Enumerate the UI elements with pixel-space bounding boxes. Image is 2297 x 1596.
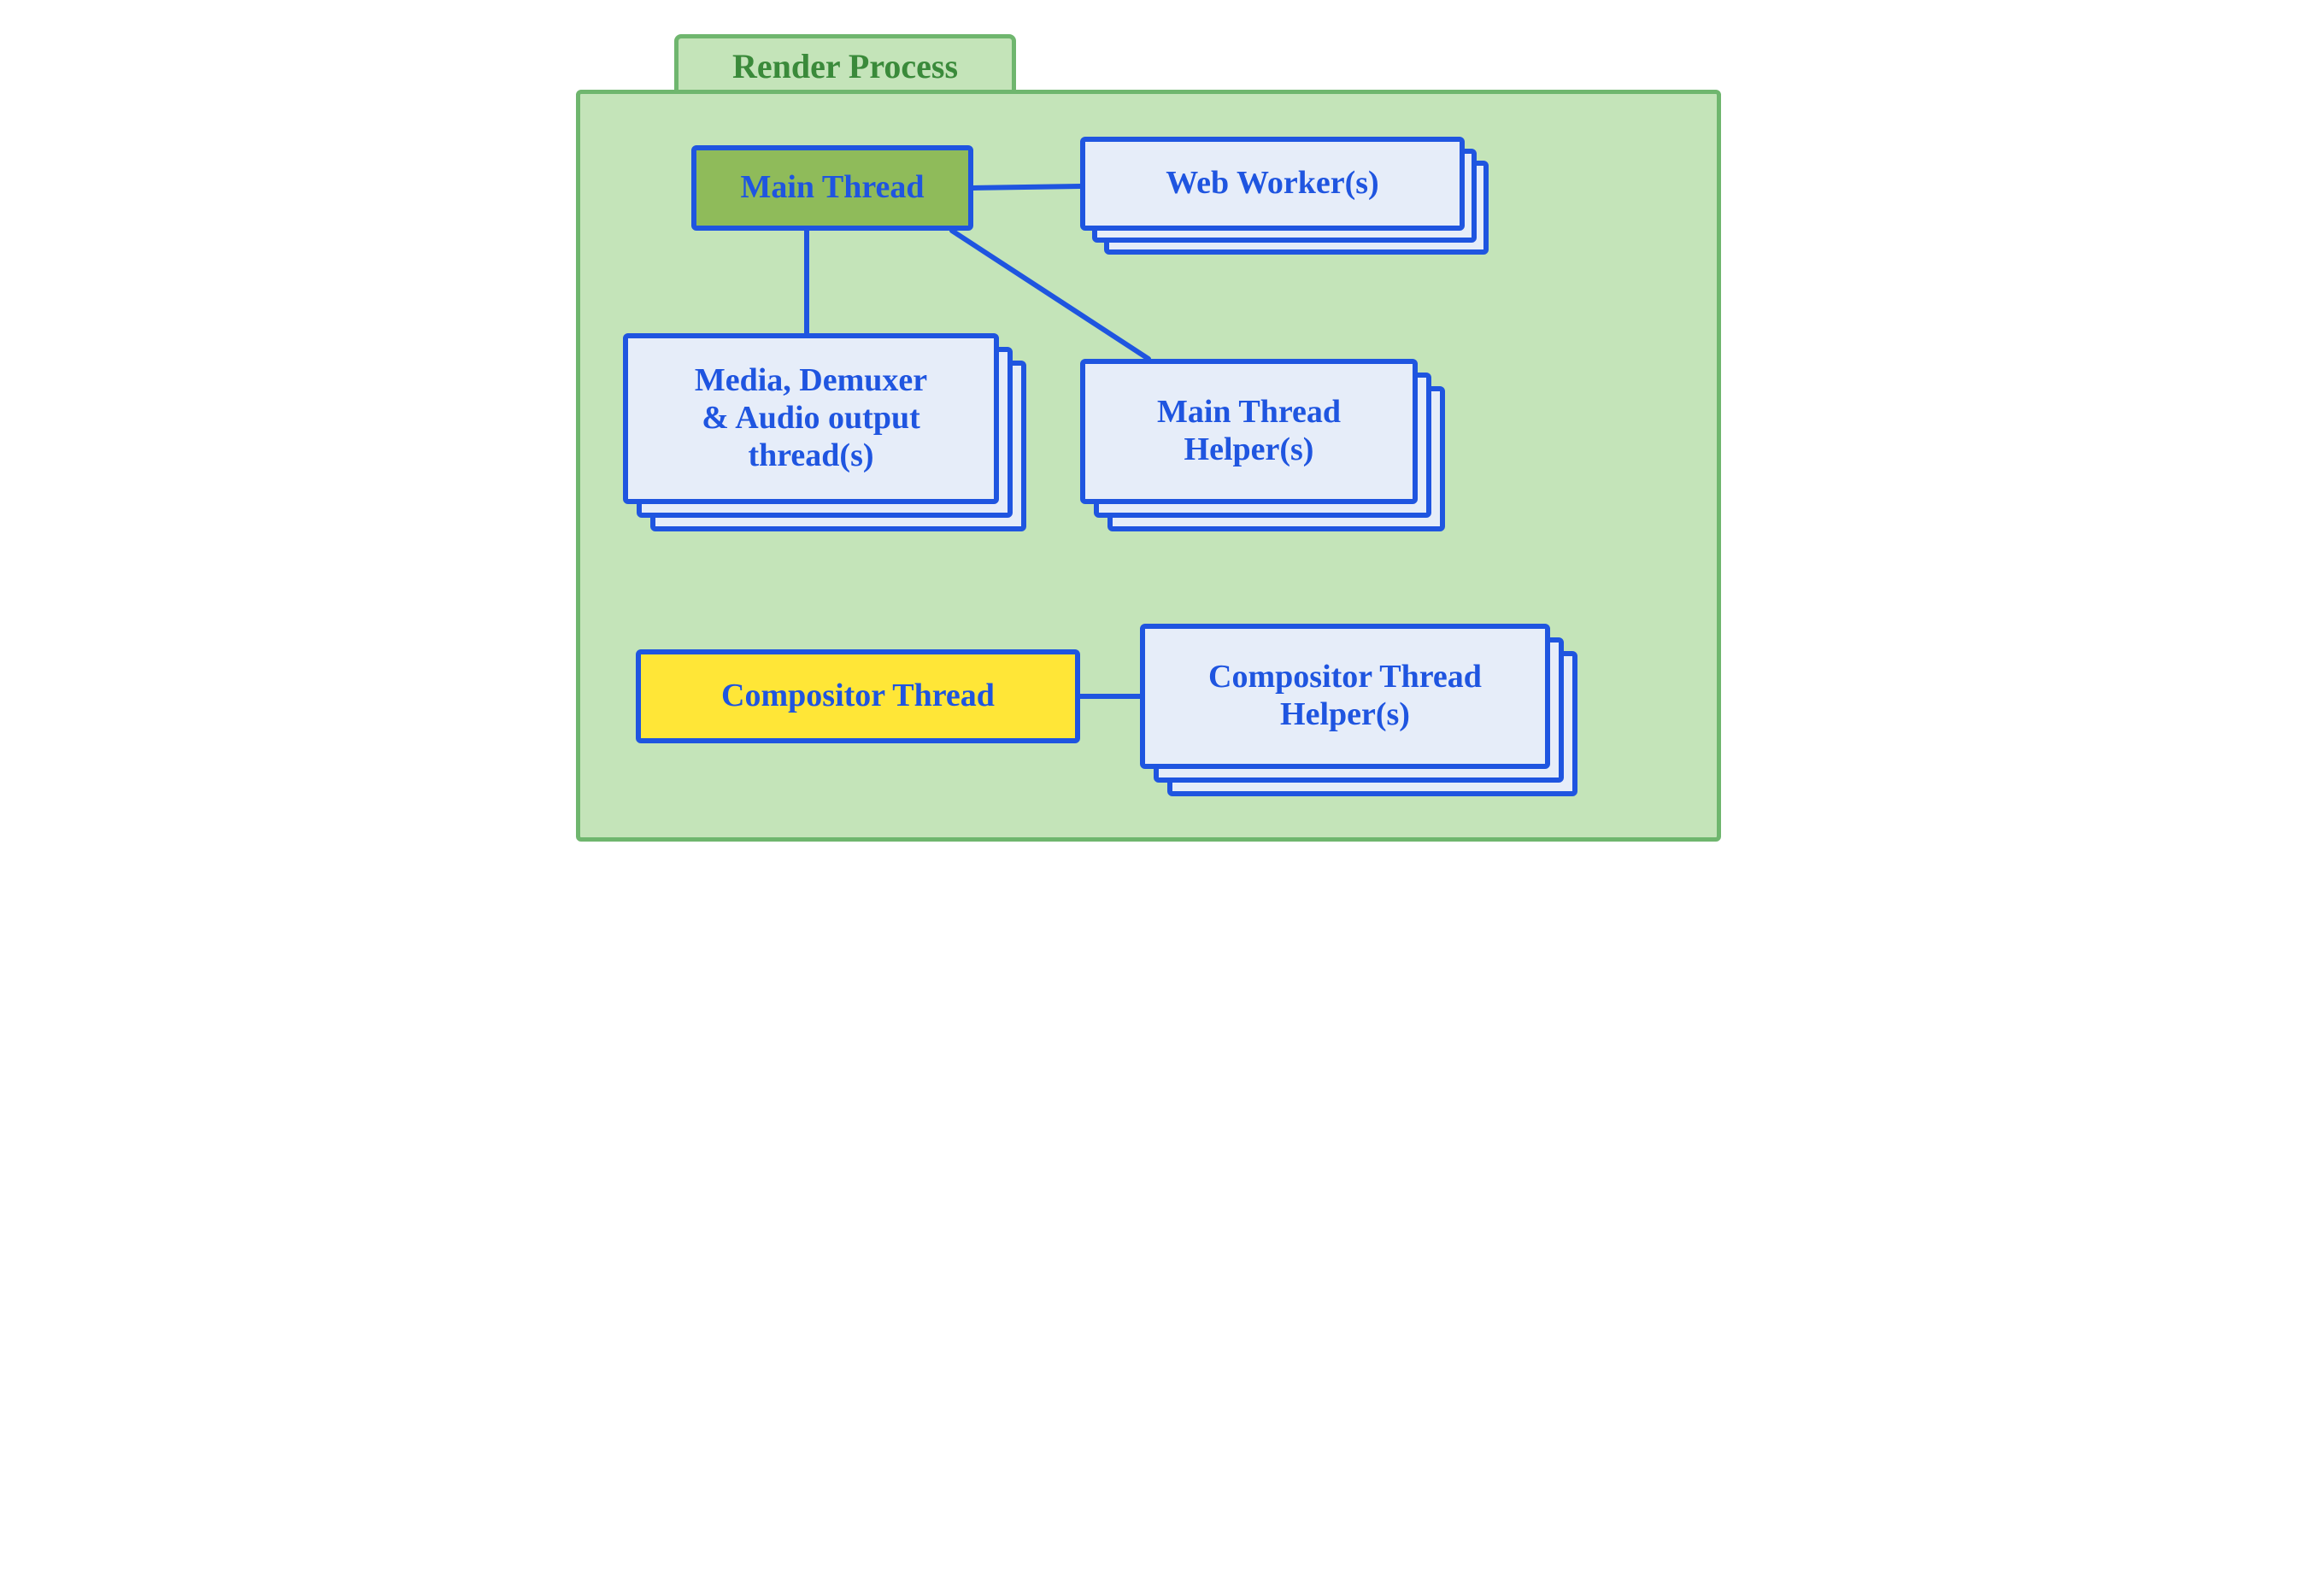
node-media_threads-label: Media, Demuxer & Audio output thread(s) <box>695 362 927 474</box>
node-main_helpers: Main Thread Helper(s) <box>1080 359 1418 504</box>
node-compositor: Compositor Thread <box>636 649 1080 743</box>
node-main_thread: Main Thread <box>691 145 973 231</box>
node-media_threads: Media, Demuxer & Audio output thread(s) <box>623 333 999 504</box>
container-label: Render Process <box>732 46 958 86</box>
node-web_workers-label: Web Worker(s) <box>1166 165 1378 202</box>
node-main_thread-label: Main Thread <box>740 169 924 207</box>
node-compositor-label: Compositor Thread <box>721 678 995 715</box>
node-web_workers: Web Worker(s) <box>1080 137 1465 231</box>
container-tab: Render Process <box>674 34 1016 94</box>
node-main_helpers-label: Main Thread Helper(s) <box>1157 394 1341 468</box>
node-compositor_helpers-label: Compositor Thread Helper(s) <box>1208 659 1482 733</box>
diagram-canvas: Render Process Main Thread Web Worker(s) M… <box>550 34 1747 854</box>
node-compositor_helpers: Compositor Thread Helper(s) <box>1140 624 1550 769</box>
